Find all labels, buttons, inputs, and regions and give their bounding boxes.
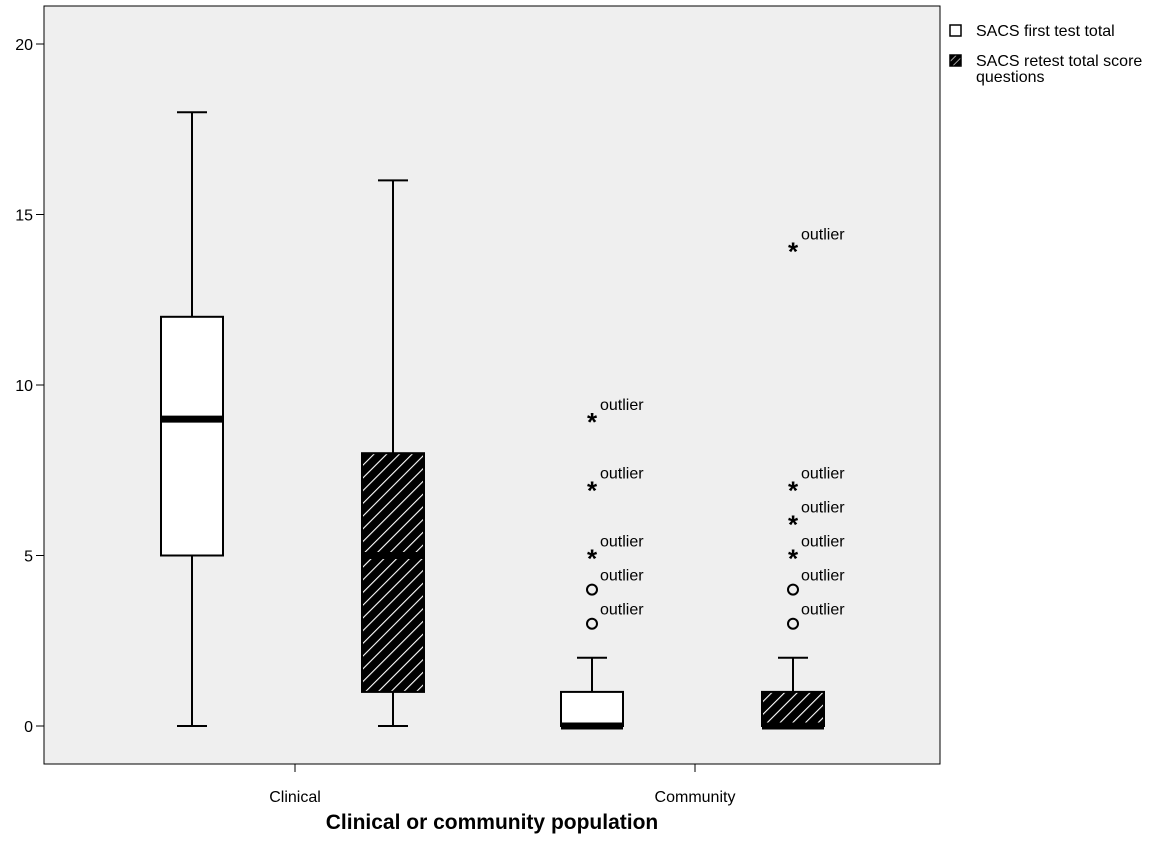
x-tick-label: Community bbox=[655, 789, 736, 806]
legend: SACS first test total SACS retest total s… bbox=[949, 23, 1142, 86]
outlier-label: outlier bbox=[801, 534, 845, 551]
outlier-label: outlier bbox=[801, 602, 845, 619]
legend-label: SACS retest total score bbox=[976, 53, 1142, 70]
outlier-point: *outlier bbox=[788, 465, 845, 505]
outlier-label: outlier bbox=[801, 499, 845, 516]
outlier-label: outlier bbox=[801, 227, 845, 244]
extreme-star-marker: * bbox=[587, 544, 598, 574]
outlier-point: *outlier bbox=[788, 227, 845, 267]
outlier-label: outlier bbox=[600, 602, 644, 619]
extreme-star-marker: * bbox=[788, 509, 799, 539]
outlier-point: *outlier bbox=[788, 499, 845, 539]
y-tick-label: 15 bbox=[15, 208, 33, 225]
legend-swatch bbox=[949, 54, 962, 67]
box-1-0 bbox=[361, 179, 425, 727]
outlier-point: outlier bbox=[586, 602, 644, 630]
outlier-point: outlier bbox=[586, 568, 644, 596]
outliers: *outlier*outlier*outlieroutlieroutlier*o… bbox=[586, 227, 845, 630]
outlier-label: outlier bbox=[801, 568, 845, 585]
extreme-star-marker: * bbox=[788, 475, 799, 505]
outlier-point: *outlier bbox=[587, 534, 644, 574]
box-1-1 bbox=[761, 656, 825, 730]
box-rect bbox=[761, 690, 825, 728]
legend-label: questions bbox=[976, 69, 1045, 86]
box-rect bbox=[361, 452, 425, 693]
outlier-point: *outlier bbox=[788, 534, 845, 574]
legend-swatch bbox=[949, 24, 962, 37]
outlier-label: outlier bbox=[600, 568, 644, 585]
outlier-label: outlier bbox=[801, 465, 845, 482]
y-tick-label: 10 bbox=[15, 378, 33, 395]
extreme-star-marker: * bbox=[788, 237, 799, 267]
legend-label: SACS first test total bbox=[976, 23, 1115, 40]
outlier-point: outlier bbox=[787, 602, 845, 630]
legend-item-0: SACS first test total bbox=[949, 23, 1115, 40]
y-tick-label: 0 bbox=[24, 719, 33, 736]
outlier-point: *outlier bbox=[587, 465, 644, 505]
outlier-circle-marker bbox=[787, 583, 799, 596]
outlier-point: outlier bbox=[787, 568, 845, 596]
box-rect bbox=[560, 690, 624, 728]
extreme-star-marker: * bbox=[788, 544, 799, 574]
boxes bbox=[160, 111, 825, 730]
x-axis-title: Clinical or community population bbox=[326, 811, 659, 834]
outlier-label: outlier bbox=[600, 465, 644, 482]
extreme-star-marker: * bbox=[587, 407, 598, 437]
y-tick-label: 20 bbox=[15, 37, 33, 54]
extreme-star-marker: * bbox=[587, 475, 598, 505]
box-0-0 bbox=[160, 111, 224, 727]
outlier-label: outlier bbox=[600, 534, 644, 551]
y-tick-label: 5 bbox=[24, 549, 33, 566]
outlier-circle-marker bbox=[586, 583, 598, 596]
outlier-circle-marker bbox=[787, 617, 799, 630]
outlier-label: outlier bbox=[600, 397, 644, 414]
x-tick-label: Clinical bbox=[269, 789, 321, 806]
box-0-1 bbox=[560, 656, 624, 730]
outlier-point: *outlier bbox=[587, 397, 644, 437]
x-axis: Clinical Community bbox=[269, 764, 735, 806]
outlier-circle-marker bbox=[586, 617, 598, 630]
box-rect bbox=[160, 315, 224, 557]
y-axis: 0 5 10 15 20 bbox=[15, 37, 44, 736]
